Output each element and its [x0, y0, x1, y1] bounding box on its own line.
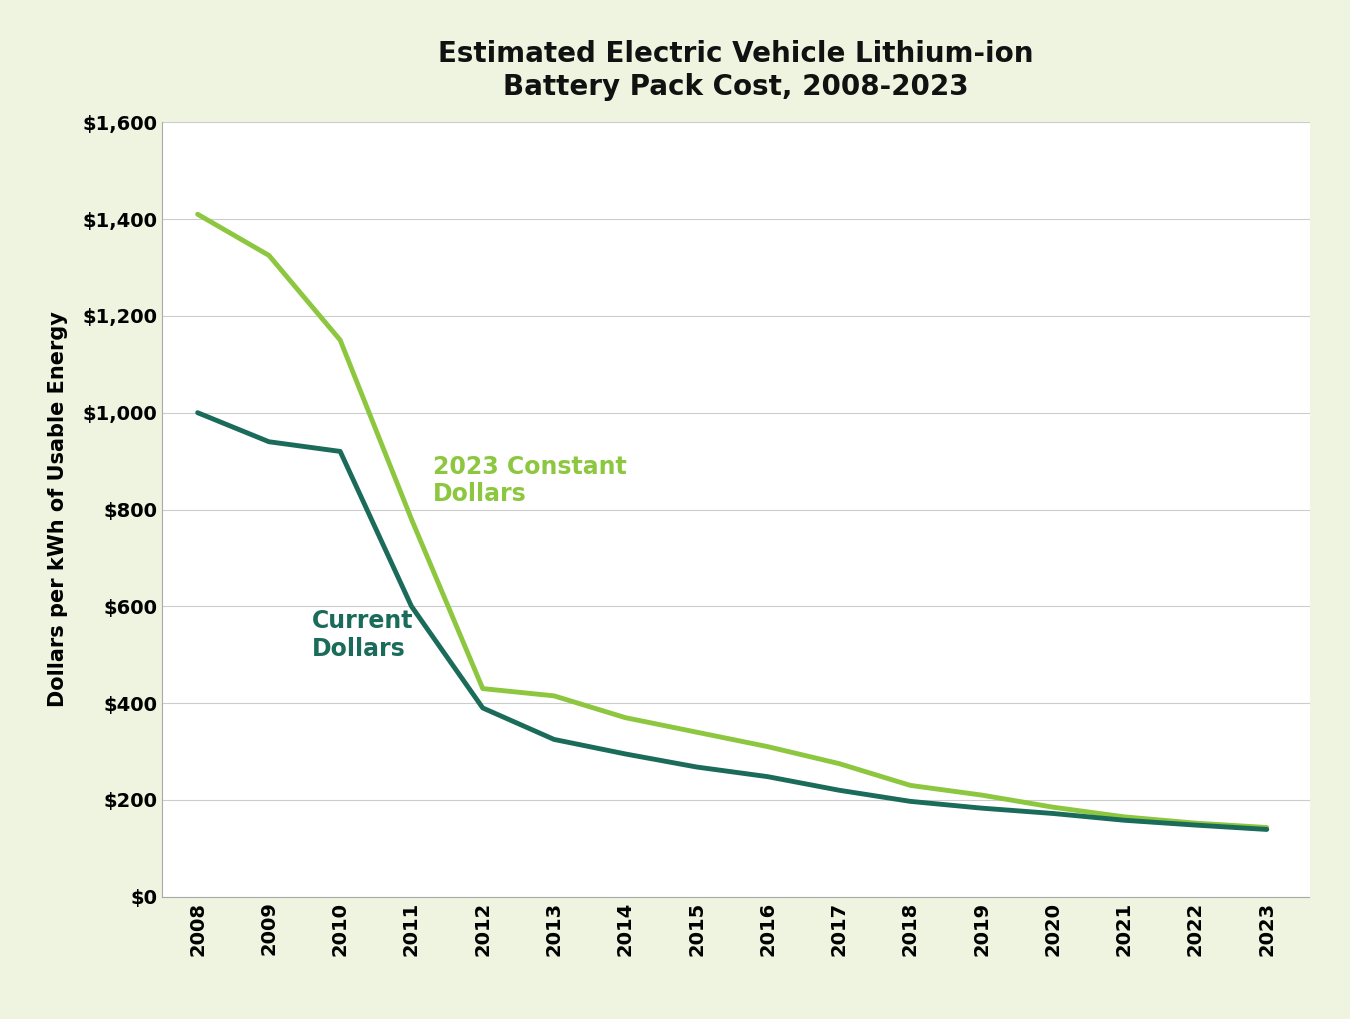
Text: 2023 Constant
Dollars: 2023 Constant Dollars: [433, 454, 626, 506]
Y-axis label: Dollars per kWh of Usable Energy: Dollars per kWh of Usable Energy: [49, 312, 69, 707]
Text: Current
Dollars: Current Dollars: [312, 609, 413, 661]
Title: Estimated Electric Vehicle Lithium-ion
Battery Pack Cost, 2008-2023: Estimated Electric Vehicle Lithium-ion B…: [437, 40, 1034, 101]
